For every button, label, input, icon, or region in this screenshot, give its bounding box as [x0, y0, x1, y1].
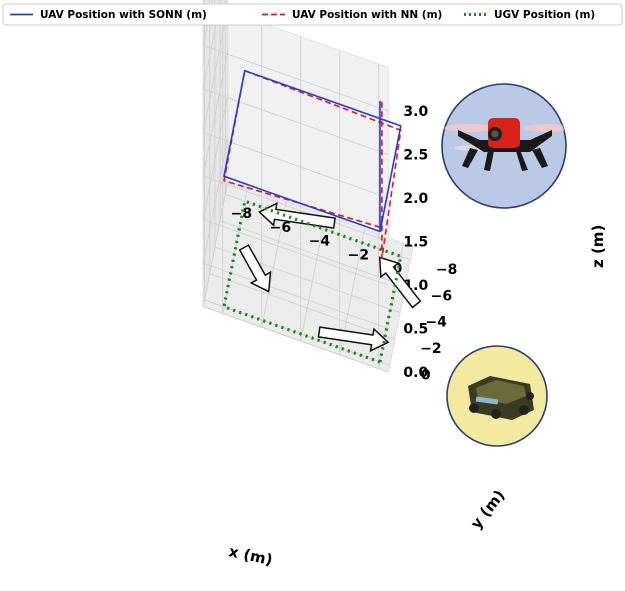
drone-photo [441, 83, 567, 209]
grid-lines [202, 0, 411, 373]
x-tick-label: 0 [393, 261, 403, 277]
arrow-up-icon [238, 244, 272, 293]
gridline-z [202, 137, 389, 330]
y-tick-label: −6 [431, 288, 452, 304]
z-tick-label: 3.0 [403, 104, 428, 120]
arrow-left-icon [258, 202, 336, 229]
x-tick-label: −4 [309, 234, 331, 250]
ground-robot-photo [446, 345, 548, 447]
y-axis-label: y (m) [467, 486, 508, 532]
gridline-z [202, 0, 389, 112]
z-axis-label: z (m) [589, 225, 607, 268]
z-tick-label: 0.0 [403, 365, 428, 381]
z-tick-label: 1.5 [403, 235, 428, 251]
direction-arrows [238, 202, 422, 353]
x-tick-label: −2 [348, 247, 369, 263]
x-axis-label: x (m) [227, 542, 274, 569]
legend: UAV Position with SONN (m) UAV Position … [2, 3, 623, 26]
arrow-right-icon [317, 326, 390, 353]
legend-label-nn: UAV Position with NN (m) [292, 9, 442, 21]
x-tick-label: −8 [231, 206, 252, 222]
gridline-z [202, 94, 389, 286]
series-line-1 [223, 69, 402, 260]
series-lines [222, 69, 403, 364]
series-line-0 [223, 69, 402, 233]
y-tick-label: 0 [421, 367, 431, 383]
axis-panes [202, 0, 414, 373]
gridline-z [202, 7, 389, 199]
legend-label-sonn: UAV Position with SONN (m) [40, 9, 207, 21]
z-tick-label: 2.5 [403, 148, 428, 164]
gridline-z [202, 181, 389, 373]
arrow-down-icon [378, 256, 422, 309]
y-tick-label: −2 [420, 341, 441, 357]
x-tick-label: −6 [270, 220, 291, 236]
legend-label-ugv: UGV Position (m) [494, 9, 595, 21]
z-tick-label: 2.0 [403, 191, 428, 207]
y-tick-label: −8 [436, 262, 457, 278]
axis-ticks: −8−6−4−200−2−4−6−80.00.51.01.52.02.53.0 [231, 104, 458, 383]
series-line-2 [222, 199, 403, 364]
y-tick-label: −4 [425, 315, 447, 331]
z-tick-label: 0.5 [403, 322, 428, 338]
